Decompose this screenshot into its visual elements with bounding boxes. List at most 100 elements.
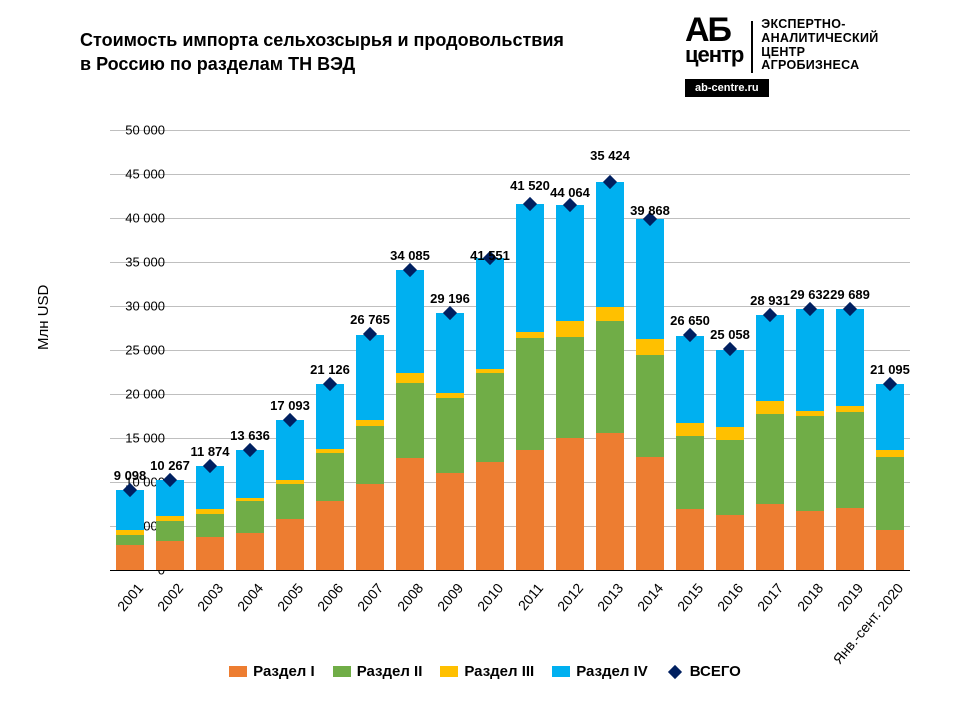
bar-group (796, 309, 824, 570)
total-label: 26 765 (350, 312, 390, 327)
bar-segment (556, 205, 584, 321)
y-tick: 15 000 (105, 431, 165, 446)
bar-segment (796, 416, 824, 511)
bar-group (396, 270, 424, 570)
total-label: 44 064 (550, 185, 590, 200)
x-tick: 2016 (714, 580, 746, 614)
bar-segment (276, 519, 304, 570)
bar-segment (476, 462, 504, 570)
legend-swatch (668, 664, 682, 678)
bar-group (196, 466, 224, 570)
x-tick: 2014 (634, 580, 666, 614)
grid-line (110, 130, 910, 131)
logo-url: ab-centre.ru (685, 79, 769, 97)
legend-item: Раздел I (229, 663, 315, 680)
bar-segment (556, 438, 584, 570)
bar-segment (636, 339, 664, 356)
x-tick: 2015 (674, 580, 706, 614)
bar-segment (356, 426, 384, 484)
bar-segment (876, 457, 904, 530)
bar-segment (596, 182, 624, 307)
x-tick: 2013 (594, 580, 626, 614)
bar-group (116, 490, 144, 570)
bar-group (436, 313, 464, 570)
bar-segment (436, 313, 464, 393)
bar-segment (236, 501, 264, 533)
bar-segment (396, 458, 424, 570)
logo-divider (751, 21, 753, 73)
x-tick: 2011 (515, 580, 547, 613)
total-label: 26 650 (670, 313, 710, 328)
logo: АБ центр ЭКСПЕРТНО- АНАЛИТИЧЕСКИЙ ЦЕНТР … (685, 18, 935, 98)
grid-line (110, 306, 910, 307)
total-label: 29 689 (830, 287, 870, 302)
logo-ab: АБ (685, 18, 743, 44)
bar-segment (356, 335, 384, 421)
bar-group (356, 335, 384, 571)
x-tick: 2006 (314, 580, 346, 614)
bar-segment (316, 501, 344, 570)
legend-item: Раздел III (440, 663, 534, 680)
total-label: 41 551 (470, 248, 510, 263)
bar-segment (196, 537, 224, 570)
bar-group (156, 480, 184, 570)
bar-segment (156, 521, 184, 541)
bar-segment (396, 373, 424, 383)
logo-desc: ЭКСПЕРТНО- АНАЛИТИЧЕСКИЙ ЦЕНТР АГРОБИЗНЕ… (761, 18, 878, 73)
bar-segment (756, 504, 784, 570)
legend-label: Раздел IV (576, 663, 648, 680)
bar-segment (876, 530, 904, 570)
grid-line (110, 350, 910, 351)
y-tick: 35 000 (105, 255, 165, 270)
bar-group (316, 384, 344, 570)
bar-segment (116, 535, 144, 546)
total-label: 35 424 (590, 148, 630, 163)
bar-segment (516, 450, 544, 570)
x-tick: 2005 (274, 580, 306, 614)
total-label: 21 095 (870, 362, 910, 377)
bar-segment (716, 515, 744, 570)
bar-segment (676, 436, 704, 509)
bar-segment (516, 338, 544, 451)
grid-line (110, 570, 910, 571)
legend-label: Раздел III (464, 663, 534, 680)
legend-label: Раздел II (357, 663, 423, 680)
y-tick: 50 000 (105, 123, 165, 138)
bar-segment (676, 336, 704, 424)
y-tick: 20 000 (105, 387, 165, 402)
x-tick: Янв.-сент. 2020 (830, 580, 907, 667)
chart-area: Млн USD 05 00010 00015 00020 00025 00030… (45, 120, 925, 680)
x-tick: 2019 (834, 580, 866, 614)
bar-segment (316, 384, 344, 448)
bar-segment (436, 473, 464, 570)
bar-group (236, 450, 264, 570)
y-tick: 30 000 (105, 299, 165, 314)
bar-segment (476, 373, 504, 462)
total-label: 29 632 (790, 287, 830, 302)
total-label: 10 267 (150, 458, 190, 473)
x-tick: 2001 (114, 580, 146, 614)
grid-line (110, 394, 910, 395)
bar-segment (396, 270, 424, 373)
bar-group (716, 350, 744, 570)
total-label: 39 868 (630, 203, 670, 218)
bar-group (876, 384, 904, 570)
x-tick: 2002 (154, 580, 186, 614)
total-label: 21 126 (310, 362, 350, 377)
bar-group (756, 315, 784, 570)
x-tick: 2017 (754, 580, 786, 614)
bar-segment (756, 401, 784, 414)
bar-segment (636, 457, 664, 570)
bar-segment (276, 420, 304, 481)
bar-segment (716, 427, 744, 440)
bar-segment (516, 204, 544, 331)
bar-segment (196, 514, 224, 538)
bar-segment (396, 383, 424, 459)
logo-centre: центр (685, 42, 743, 68)
bar-segment (556, 321, 584, 337)
total-label: 25 058 (710, 327, 750, 342)
bar-segment (796, 309, 824, 410)
x-tick: 2007 (354, 580, 386, 614)
bar-segment (836, 412, 864, 509)
bar-segment (596, 307, 624, 321)
